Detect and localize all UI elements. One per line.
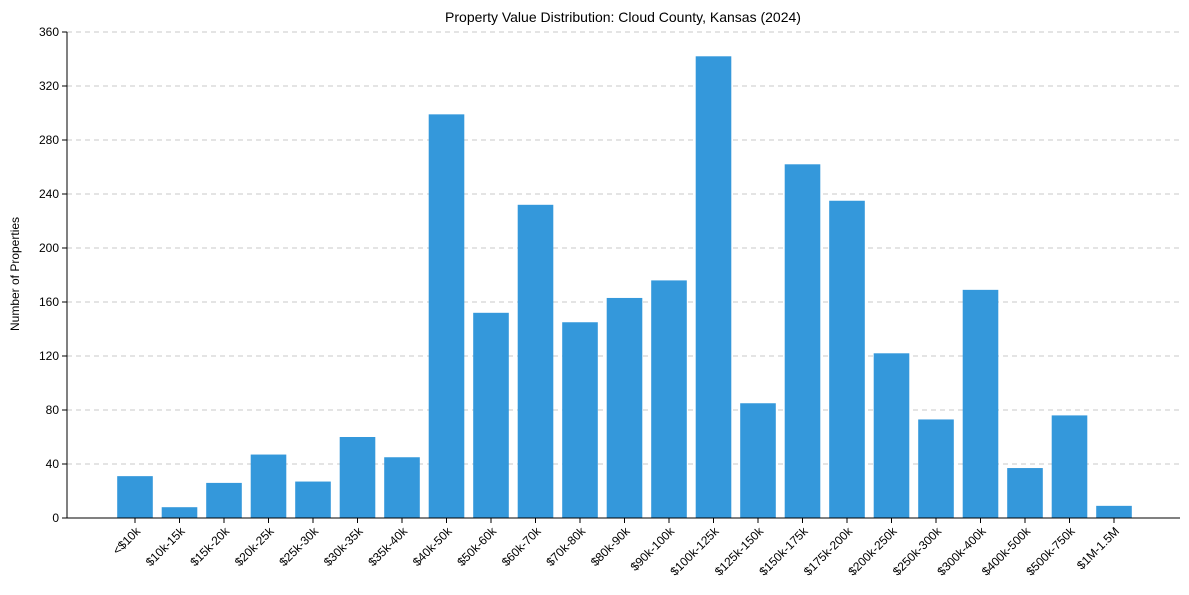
bar (695, 56, 732, 519)
x-tick-label: <$10k (110, 524, 144, 558)
bar (962, 289, 999, 518)
x-tick-label: $35k-40k (365, 524, 411, 570)
x-tick-label: $1M-1.5M (1074, 524, 1122, 572)
bar (428, 114, 465, 518)
y-tick-label: 160 (39, 295, 59, 309)
bar (1096, 505, 1132, 518)
x-ticks: <$10k $10k-15k $15k-20k $20k-25k $25k-30k $30… (110, 518, 1122, 578)
x-tick-label: $25k-30k (276, 524, 322, 570)
bar (339, 437, 376, 518)
bar (117, 476, 153, 518)
x-tick-label: $500k-750k (1023, 524, 1078, 579)
y-tick-label: 360 (39, 25, 59, 39)
y-axis-label: Number of Properties (8, 217, 22, 331)
bar (651, 280, 687, 518)
bar (517, 204, 554, 519)
x-tick-label: $20k-25k (232, 524, 278, 570)
bar (295, 481, 331, 518)
y-tick-label: 40 (46, 457, 60, 471)
x-tick-label: $40k-50k (410, 524, 456, 570)
bar (606, 297, 643, 518)
y-tick-label: 280 (39, 133, 59, 147)
chart-title: Property Value Distribution: Cloud Count… (445, 9, 801, 25)
y-tick-label: 120 (39, 349, 59, 363)
x-tick-label: $15k-20k (187, 524, 233, 570)
axis-layer (66, 32, 1180, 519)
y-tick-label: 0 (52, 511, 59, 525)
y-tick-label: 200 (39, 241, 59, 255)
x-tick-label: $10k-15k (143, 524, 189, 570)
bar (918, 419, 954, 518)
bar (161, 507, 198, 518)
y-tick-label: 240 (39, 187, 59, 201)
x-tick-label: $70k-80k (543, 524, 589, 570)
bar (473, 312, 509, 518)
y-tick-label: 320 (39, 79, 59, 93)
y-ticks: 0 40 80 120 160 200 240 280 320 360 (39, 25, 67, 525)
bar (784, 164, 821, 519)
bar-layer (117, 56, 1132, 519)
y-tick-label: 80 (46, 403, 60, 417)
bar (1007, 468, 1043, 518)
bar (873, 353, 910, 518)
bar (562, 322, 598, 518)
x-tick-label: $50k-60k (454, 524, 500, 570)
x-tick-label: $60k-70k (499, 524, 545, 570)
bar (250, 454, 287, 518)
bar (206, 482, 242, 518)
bar (740, 403, 776, 518)
bar (1051, 415, 1088, 518)
bar (829, 200, 865, 518)
x-tick-label: $80k-90k (588, 524, 634, 570)
x-tick-label: $30k-35k (321, 524, 367, 570)
bar (384, 457, 420, 518)
